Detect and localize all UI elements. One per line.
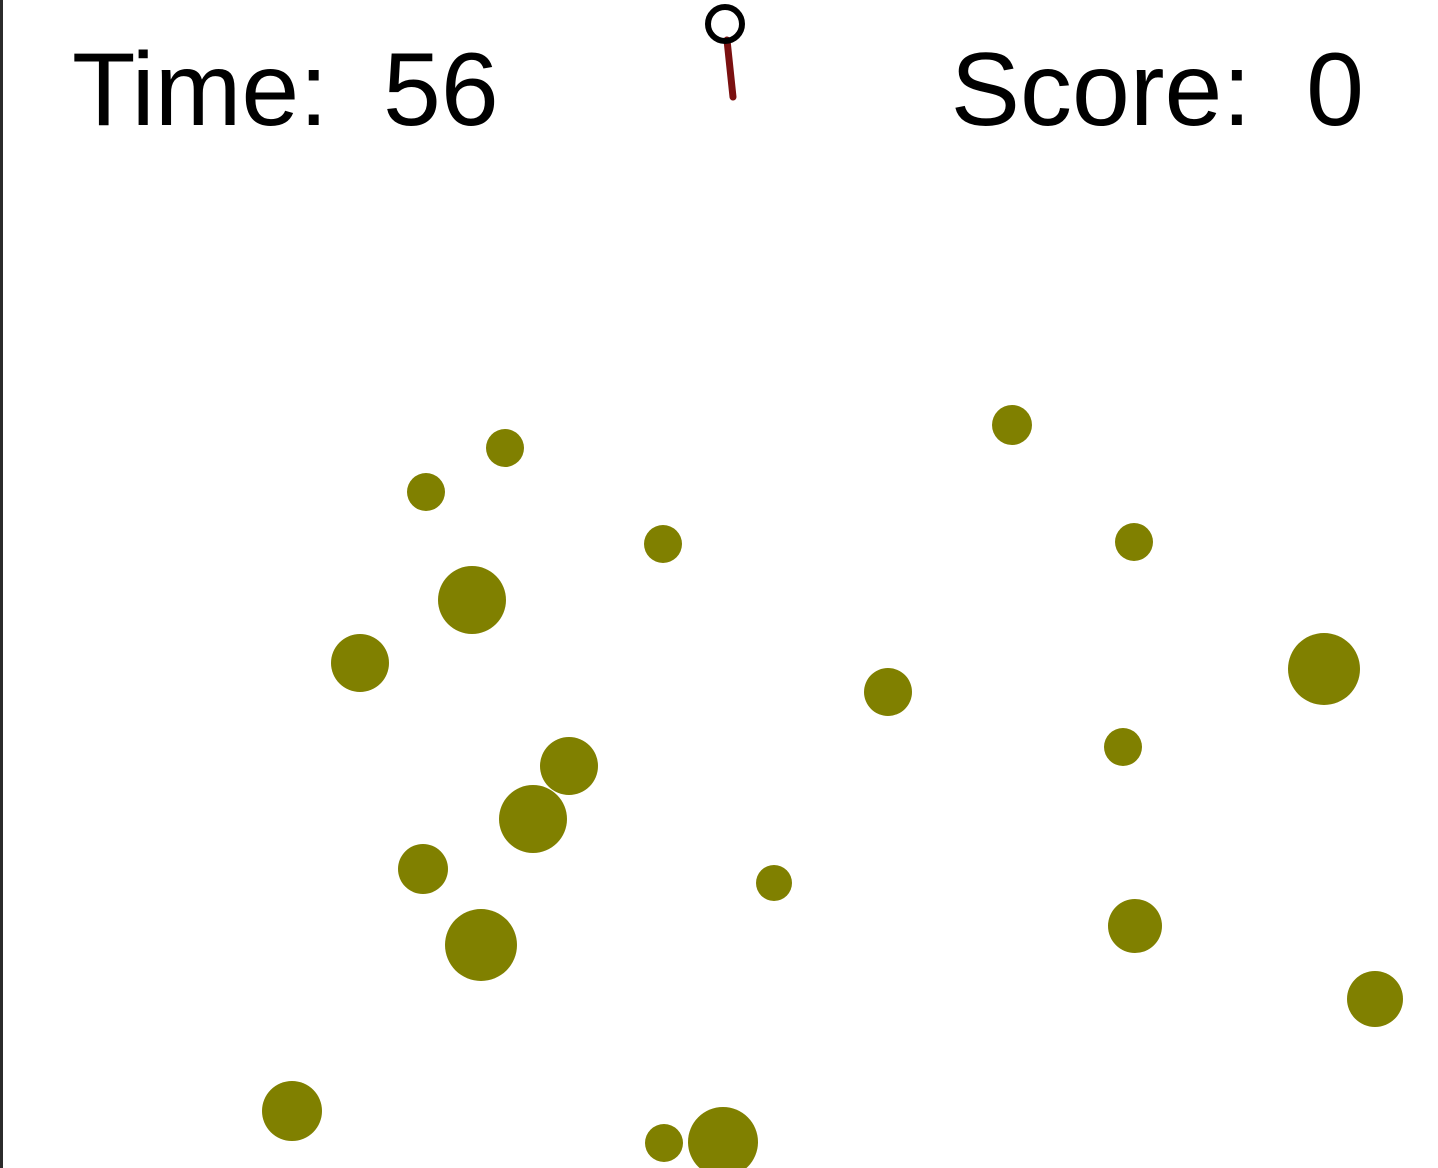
ball[interactable]	[499, 785, 567, 853]
ball[interactable]	[1115, 523, 1153, 561]
ball[interactable]	[1288, 633, 1360, 705]
ball[interactable]	[864, 668, 912, 716]
ball[interactable]	[445, 909, 517, 981]
ball[interactable]	[486, 429, 524, 467]
hook-ring	[705, 4, 745, 44]
left-border	[0, 0, 3, 1168]
ball[interactable]	[992, 405, 1032, 445]
fishing-hook-icon[interactable]	[705, 4, 745, 101]
ball[interactable]	[688, 1107, 758, 1168]
ball[interactable]	[756, 865, 792, 901]
time-value: 56	[383, 32, 499, 148]
ball[interactable]	[438, 566, 506, 634]
score-value: 0	[1306, 32, 1364, 148]
ball[interactable]	[331, 634, 389, 692]
ball[interactable]	[645, 1124, 683, 1162]
score-label: Score:	[950, 32, 1252, 148]
ball[interactable]	[1347, 971, 1403, 1027]
ball[interactable]	[1104, 728, 1142, 766]
ball[interactable]	[644, 525, 682, 563]
time-label: Time:	[72, 32, 329, 148]
ball[interactable]	[407, 473, 445, 511]
balls-layer	[262, 405, 1403, 1168]
ball[interactable]	[398, 844, 448, 894]
time-display: Time: 56	[72, 38, 499, 142]
score-display: Score: 0	[951, 38, 1364, 142]
ball[interactable]	[540, 737, 598, 795]
ball[interactable]	[262, 1081, 322, 1141]
hook-line	[723, 36, 737, 101]
ball[interactable]	[1108, 899, 1162, 953]
